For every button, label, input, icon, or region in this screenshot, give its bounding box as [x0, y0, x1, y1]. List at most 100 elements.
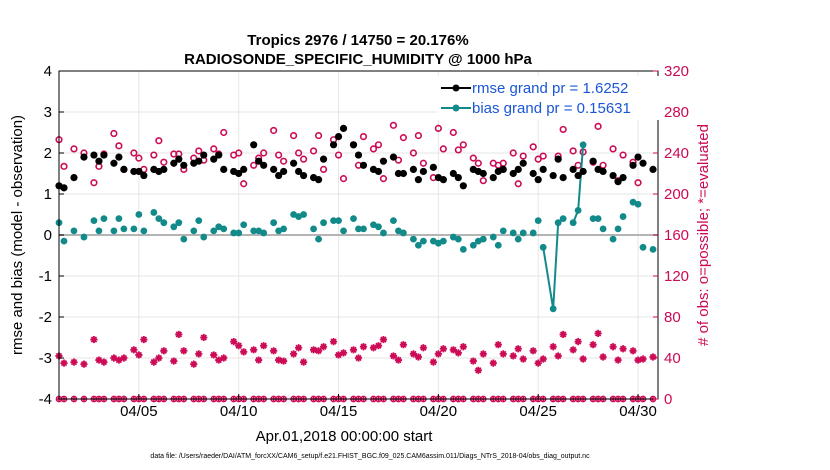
obs-evaluated-point [369, 344, 378, 352]
obs-evaluated-point [599, 353, 607, 361]
obs-evaluated-point [449, 346, 457, 354]
chart-title-line-1: Tropics 2976 / 14750 = 20.176% [247, 32, 468, 49]
obs-evaluated-point [270, 347, 278, 355]
obs-possible-point [110, 129, 118, 138]
legend-box [437, 76, 659, 120]
obs-evaluated-point [579, 355, 587, 363]
rmse-point [389, 153, 398, 161]
rmse-point [569, 165, 577, 173]
rmse-point [639, 159, 647, 167]
obs-evaluated-point [230, 338, 238, 346]
y-tick-label: 1 [44, 186, 52, 203]
rmse-point [314, 176, 323, 184]
rmse-point [115, 153, 123, 161]
obs-possible-point [434, 124, 442, 132]
obs-evaluated-point [90, 335, 98, 344]
y-right-tick-label: 0 [664, 391, 672, 408]
obs-evaluated-point [394, 356, 403, 364]
obs-evaluated-point [100, 358, 108, 366]
rmse-point [629, 161, 637, 169]
bias-point [235, 229, 243, 237]
rmse-point [519, 159, 527, 167]
bias-point [559, 215, 567, 223]
y-right-tick-label: 80 [664, 309, 681, 326]
obs-evaluated-point [439, 345, 447, 353]
bias-point [340, 227, 347, 235]
bias-point [614, 225, 622, 233]
obs-possible-point [260, 149, 268, 157]
rmse-point [634, 153, 642, 161]
y-right-tick-label: 40 [664, 350, 681, 367]
obs-possible-point [419, 159, 427, 167]
bias-point [380, 229, 387, 237]
rmse-point [180, 161, 188, 169]
obs-evaluated-point [429, 358, 437, 366]
bias-point [589, 215, 597, 223]
obs-evaluated-point [554, 352, 562, 360]
y-tick-label: 0 [44, 227, 52, 244]
y-right-tick-label: 200 [664, 186, 689, 203]
obs-possible-point [374, 141, 383, 149]
obs-evaluated-point [130, 346, 138, 354]
y-right-tick-label: 240 [664, 145, 689, 162]
bias-point [390, 217, 397, 225]
obs-evaluated-point [474, 366, 482, 374]
bias-point [230, 229, 238, 237]
rmse-point [339, 124, 348, 132]
obs-possible-point [250, 161, 258, 169]
bias-point [469, 241, 477, 249]
bias-point [400, 229, 407, 237]
bias-point [150, 209, 158, 216]
rmse-point [255, 157, 263, 165]
obs-possible-point [399, 134, 408, 142]
obs-possible-point [115, 142, 123, 150]
obs-evaluated-point [155, 354, 163, 362]
rmse-point [614, 178, 622, 186]
rmse-point [509, 169, 517, 178]
obs-evaluated-point [569, 346, 577, 354]
obs-evaluated-point [494, 341, 502, 349]
rmse-point [70, 174, 78, 182]
obs-evaluated-point [250, 346, 258, 354]
bias-point [175, 219, 183, 227]
bias-point [200, 233, 208, 241]
bias-point [489, 233, 497, 241]
obs-possible-point [210, 145, 218, 153]
obs-possible-point [439, 145, 447, 153]
x-tick-label: 04/30 [619, 403, 657, 420]
obs-evaluated-point [359, 343, 368, 351]
obs-evaluated-point [260, 342, 268, 350]
obs-possible-point [619, 151, 627, 159]
rmse-point [394, 169, 403, 178]
rmse-point [280, 167, 288, 176]
obs-evaluated-point [215, 356, 223, 364]
obs-possible-point [334, 151, 343, 159]
rmse-point [609, 171, 617, 180]
bias-point [415, 241, 422, 249]
bias-point [170, 223, 178, 231]
rmse-point [195, 157, 203, 165]
footer-data-file: data file: /Users/raeder/DAI/ATM_forcXX/… [150, 453, 590, 460]
y-right-tick-label: 280 [664, 104, 689, 121]
obs-evaluated-point [409, 350, 418, 358]
bias-point [419, 237, 427, 245]
obs-evaluated-point [110, 354, 118, 362]
bias-point [210, 227, 218, 235]
obs-evaluated-point [549, 343, 557, 351]
bias-point [220, 225, 228, 233]
obs-possible-point [90, 179, 98, 187]
rmse-point [619, 174, 627, 182]
obs-evaluated-point [95, 356, 103, 364]
obs-possible-point [474, 159, 482, 167]
obs-evaluated-point [619, 345, 627, 353]
bias-point [519, 229, 527, 237]
obs-evaluated-point [150, 358, 158, 366]
legend-bias-label: bias grand pr = 0.15631 [472, 100, 631, 117]
bias-point [250, 227, 258, 235]
obs-evaluated-point [489, 359, 497, 367]
legend: rmse grand pr = 1.6252 bias grand pr = 0… [437, 76, 659, 120]
obs-evaluated-point [629, 347, 637, 355]
obs-evaluated-point [609, 343, 617, 351]
obs-evaluated-point [280, 357, 288, 365]
obs-possible-point [509, 149, 517, 157]
